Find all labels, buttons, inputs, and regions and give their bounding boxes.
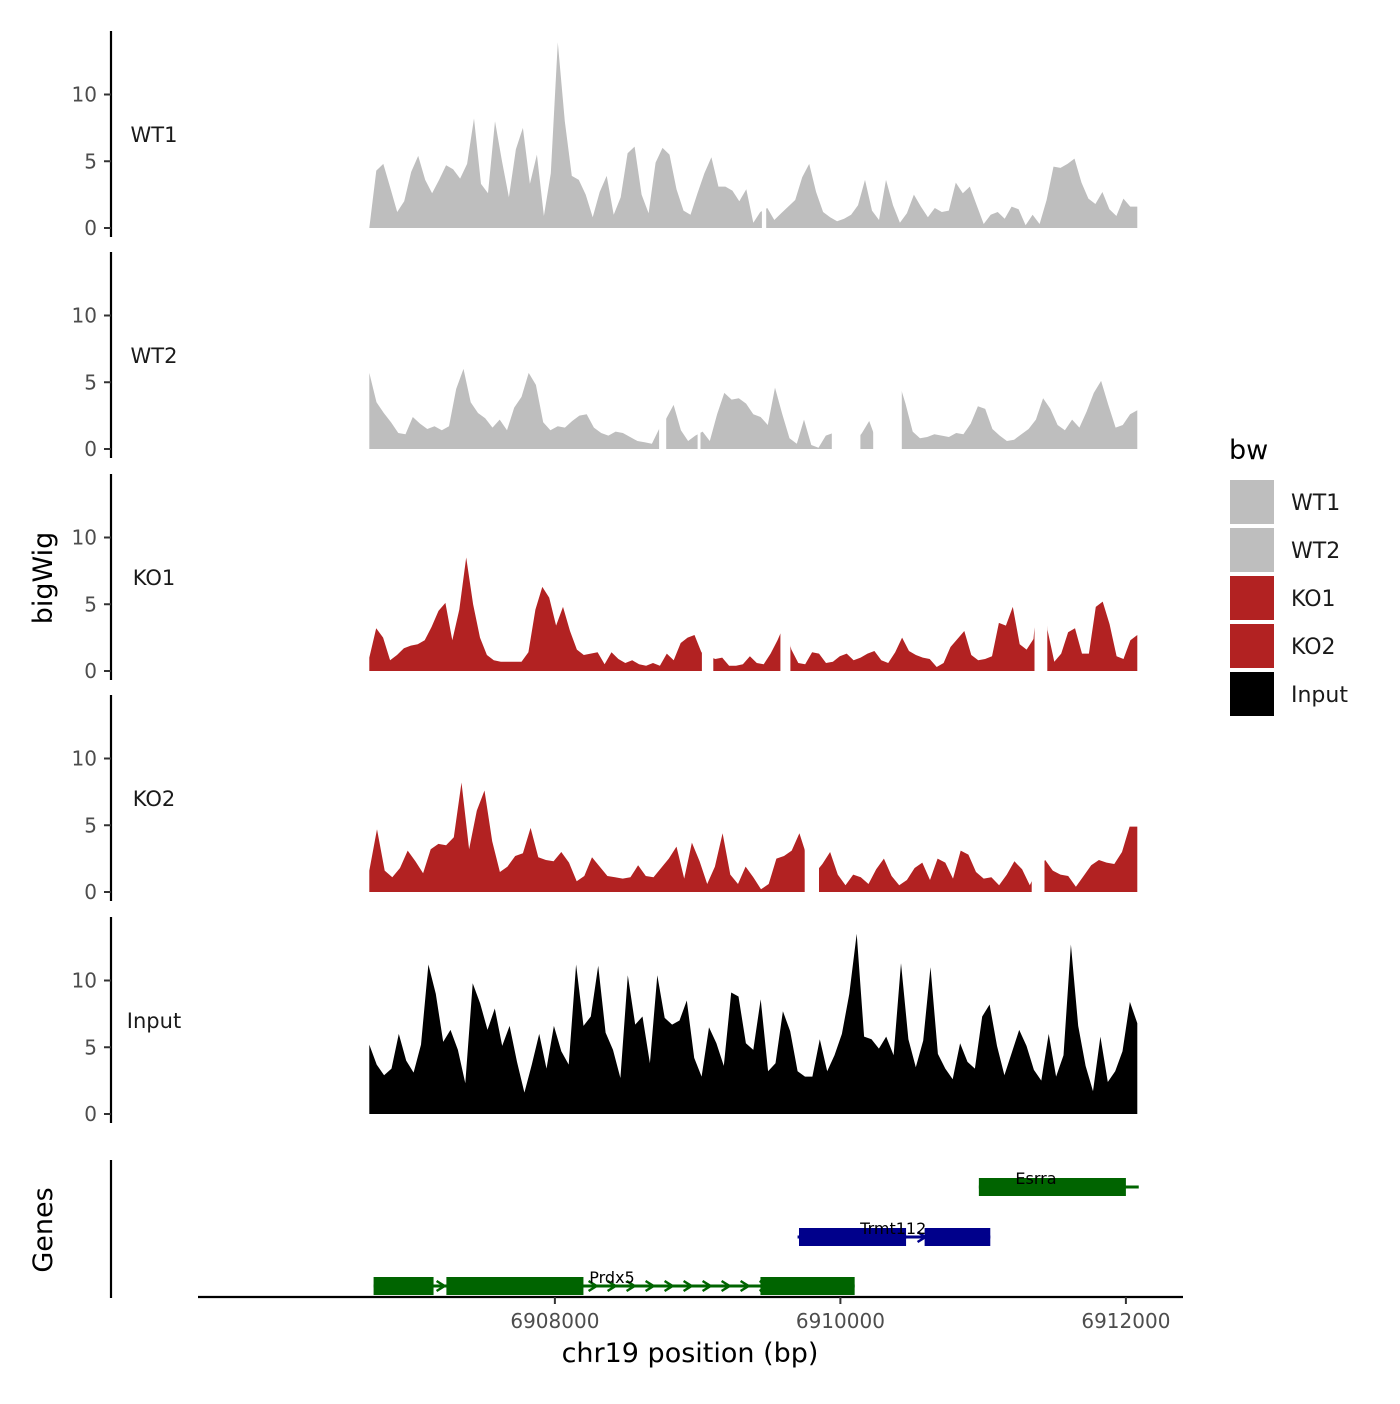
track-label-ko1: KO1 [133, 566, 176, 590]
strand-arrow [701, 1279, 713, 1293]
coverage-gap [761, 31, 767, 229]
gene-esrra: Esrra [978, 1169, 1139, 1196]
coverage-gap [697, 252, 701, 450]
track-ko2: 0 5 10 [72, 695, 1138, 904]
y-tick-label: 10 [72, 83, 97, 107]
track-label-ko2: KO2 [133, 787, 176, 811]
legend-swatch [1230, 528, 1274, 572]
gene-exon [760, 1277, 855, 1295]
coverage-gap [831, 252, 861, 450]
area-wt1 [369, 42, 1138, 229]
x-tick-label: 6912000 [1081, 1309, 1170, 1333]
coverage-gap [804, 695, 819, 893]
strand-arrow [663, 1279, 675, 1293]
y-tick-label: 5 [84, 149, 97, 173]
legend-label: WT1 [1291, 491, 1340, 516]
legend-item-ko2: KO2 [1230, 624, 1336, 668]
area-wt2 [369, 368, 1138, 449]
legend-swatch [1230, 672, 1274, 716]
gene-exon [373, 1277, 434, 1295]
coverage-gap [780, 474, 791, 672]
coverage-gap [873, 252, 902, 450]
tracks: 0 5 10 0 5 10 0 5 10 0 5 10 0 5 10 [72, 31, 1138, 1126]
gene-prdx5: Prdx5 [373, 1268, 855, 1295]
gene-label: Prdx5 [589, 1268, 634, 1287]
gene-exon [978, 1178, 1126, 1196]
track-wt1: 0 5 10 [72, 31, 1138, 240]
legend: WT1 WT2 KO1 KO2 Input [1230, 480, 1348, 716]
gene-label: Trmt112 [859, 1219, 926, 1238]
strand-arrow [720, 1279, 732, 1293]
y-axis-title: bigWig [28, 532, 59, 625]
strand-arrow [606, 1279, 618, 1293]
coverage-gap [1031, 695, 1045, 893]
y-tick-label: 0 [84, 1102, 97, 1126]
strand-arrow [435, 1279, 447, 1293]
y-tick-label: 10 [72, 526, 97, 550]
gene-exon [798, 1228, 907, 1246]
legend-label: KO1 [1291, 587, 1336, 612]
strand-arrow [682, 1279, 694, 1293]
track-wt2: 0 5 10 [72, 252, 1138, 461]
strand-arrow [625, 1279, 637, 1293]
track-labels: WT1 WT2 KO1 KO2 Input [127, 123, 181, 1033]
legend-label: WT2 [1291, 539, 1340, 564]
area-ko1 [369, 557, 1138, 671]
area-input [369, 933, 1138, 1114]
strand-arrow [739, 1279, 751, 1293]
coverage-gap [659, 252, 667, 450]
strand-arrow [587, 1279, 599, 1293]
genes-panel: Esrra Trmt112 Prdx5 [373, 1169, 1139, 1295]
legend-item-wt2: WT2 [1230, 528, 1340, 572]
x-axis-title: chr19 position (bp) [562, 1338, 819, 1369]
y-tick-label: 10 [72, 969, 97, 993]
x-tick-label: 6908000 [510, 1309, 599, 1333]
gene-trmt112: Trmt112 [797, 1219, 991, 1246]
y-tick-label: 10 [72, 304, 97, 328]
y-tick-label: 5 [84, 813, 97, 837]
track-label-wt1: WT1 [131, 123, 178, 147]
y-tick-label: 10 [72, 747, 97, 771]
y-tick-label: 5 [84, 370, 97, 394]
legend-label: Input [1291, 683, 1348, 708]
legend-label: KO2 [1291, 635, 1336, 660]
legend-swatch [1230, 624, 1274, 668]
y-tick-label: 0 [84, 437, 97, 461]
strand-arrow [644, 1279, 656, 1293]
x-ticks: 6908000 6910000 6912000 [510, 1297, 1170, 1333]
y-tick-label: 5 [84, 1035, 97, 1059]
legend-swatch [1230, 480, 1274, 524]
legend-title: bw [1229, 435, 1268, 466]
track-input: 0 5 10 [72, 917, 1138, 1126]
y-tick-label: 0 [84, 216, 97, 240]
legend-swatch [1230, 576, 1274, 620]
track-label-wt2: WT2 [131, 344, 178, 368]
area-ko2 [369, 782, 1138, 892]
coverage-gap [701, 474, 714, 672]
y-tick-label: 5 [84, 592, 97, 616]
track-ko1: 0 5 10 [72, 474, 1138, 683]
gene-exon [924, 1228, 991, 1246]
coverage-gap [1034, 474, 1048, 672]
genes-axis-title: Genes [28, 1187, 59, 1272]
track-label-input: Input [127, 1009, 181, 1033]
y-tick-label: 0 [84, 880, 97, 904]
x-tick-label: 6910000 [796, 1309, 885, 1333]
legend-item-ko1: KO1 [1230, 576, 1336, 620]
legend-item-wt1: WT1 [1230, 480, 1340, 524]
gene-exon [446, 1277, 584, 1295]
legend-item-input: Input [1230, 672, 1348, 716]
y-tick-label: 0 [84, 659, 97, 683]
gene-label: Esrra [1015, 1169, 1056, 1188]
